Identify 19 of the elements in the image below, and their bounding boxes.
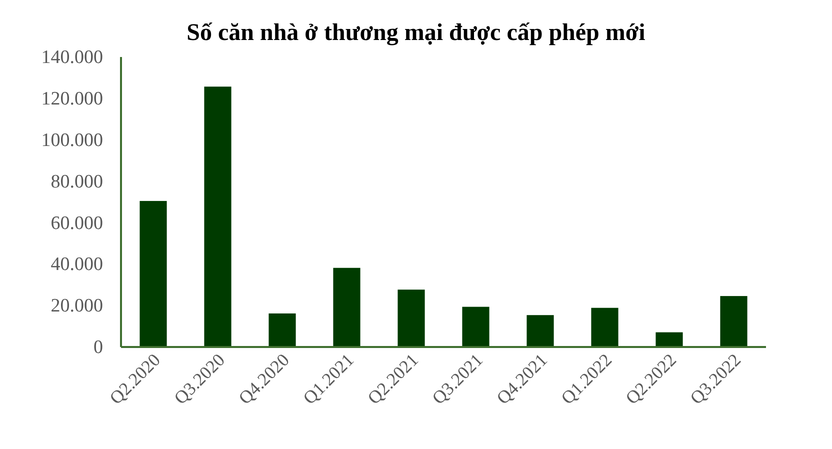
y-tick-label: 140.000 bbox=[41, 47, 103, 68]
bar bbox=[204, 86, 232, 347]
bar bbox=[462, 306, 490, 347]
y-tick-label: 0 bbox=[94, 337, 103, 358]
bar bbox=[656, 332, 683, 347]
y-tick-label: 80.000 bbox=[50, 171, 103, 192]
y-tick-label: 120.000 bbox=[41, 88, 103, 110]
y-tick-label: 40.000 bbox=[50, 254, 103, 276]
y-tick-label: 60.000 bbox=[50, 212, 103, 234]
chart-title: Số căn nhà ở thương mại được cấp phép mới bbox=[186, 20, 646, 46]
bar bbox=[398, 290, 425, 347]
bar bbox=[526, 315, 554, 347]
bar bbox=[268, 313, 296, 347]
y-tick-label: 20.000 bbox=[50, 296, 103, 317]
y-tick-label: 100.000 bbox=[41, 130, 103, 151]
bar bbox=[333, 268, 360, 347]
bar bbox=[140, 200, 167, 347]
bar bbox=[591, 308, 618, 347]
bar bbox=[720, 296, 748, 347]
